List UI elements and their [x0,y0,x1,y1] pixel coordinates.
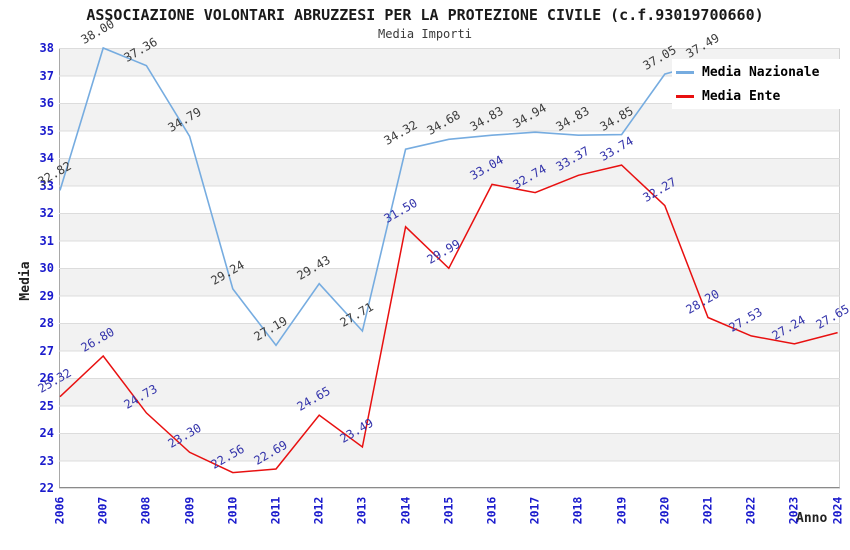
y-tick-label: 30 [39,261,54,275]
y-tick-label: 31 [39,233,54,248]
legend-label: Media Nazionale [702,64,820,80]
x-tick-label: 2017 [527,496,542,525]
y-tick-label: 37 [39,68,54,83]
x-tick-label: 2014 [398,496,413,525]
y-tick-label: 38 [39,41,54,55]
legend-swatch-ente-icon [676,94,694,98]
chart-subtitle: Media Importi [378,27,472,41]
y-tick-label: 22 [39,481,54,495]
y-tick-label: 36 [39,96,54,110]
y-tick-label: 25 [39,398,54,413]
x-tick-label: 2007 [95,496,110,525]
x-tick-label: 2018 [570,496,585,525]
x-tick-label: 2009 [182,496,197,525]
x-tick-label: 2013 [354,496,369,525]
y-tick-label: 35 [39,123,54,138]
chart-canvas [59,46,840,489]
legend-label: Media Ente [702,88,781,104]
x-tick-label: 2023 [786,496,801,525]
y-tick-label: 23 [39,453,54,468]
series-line-media-nazionale [59,46,709,347]
y-tick-label: 34 [39,151,54,165]
y-tick-label: 24 [39,426,54,440]
x-tick-label: 2015 [441,496,456,525]
legend: Media Nazionale Media Ente [672,59,840,109]
x-tick-label: 2021 [700,496,715,525]
x-tick-label: 2024 [830,496,845,525]
legend-swatch-nazionale-icon [676,70,694,74]
x-tick-label: 2016 [484,496,499,525]
legend-item-media-ente: Media Ente [676,88,840,104]
x-tick-label: 2022 [743,496,758,525]
x-tick-label: 2010 [225,496,240,525]
chart-title: ASSOCIAZIONE VOLONTARI ABRUZZESI PER LA … [86,6,764,24]
x-tick-label: 2019 [614,496,629,525]
x-tick-label: 2012 [311,496,326,525]
y-tick-label: 28 [39,316,54,330]
y-tick-label: 29 [39,288,54,303]
x-tick-label: 2006 [52,496,67,525]
y-tick-label: 27 [39,343,54,358]
y-tick-label: 26 [39,371,54,385]
legend-item-media-nazionale: Media Nazionale [676,64,840,80]
plot-area: 32.82 38.00 37.36 34.79 29.24 27.19 29.43 27.71… [36,17,850,489]
x-tick-label: 2020 [657,496,672,525]
series-line-media-ente [59,164,838,474]
y-tick-label: 33 [39,178,54,193]
x-tick-label: 2011 [268,496,283,525]
x-axis-title: Anno [796,511,828,526]
x-tick-label: 2008 [138,496,153,525]
y-tick-label: 32 [39,206,54,220]
